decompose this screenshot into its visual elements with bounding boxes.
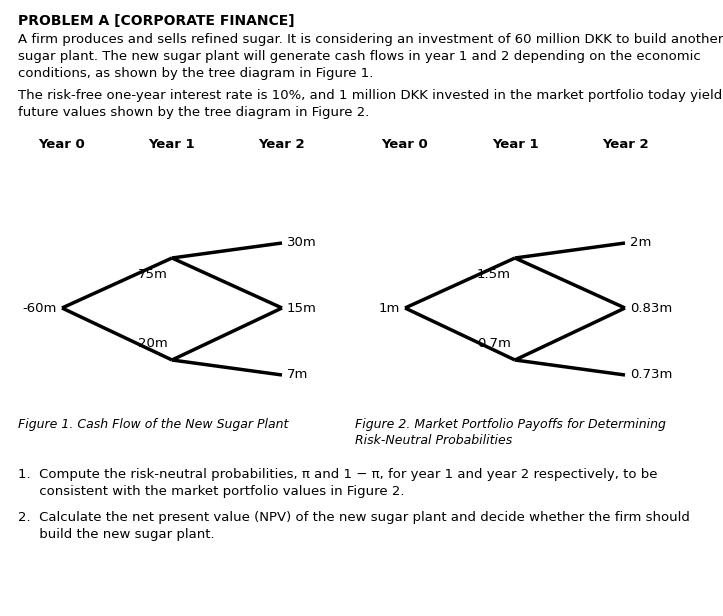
Text: Year 0: Year 0 bbox=[382, 138, 428, 151]
Text: 0.7m: 0.7m bbox=[477, 337, 511, 350]
Text: 7m: 7m bbox=[287, 368, 309, 381]
Text: Year 2: Year 2 bbox=[602, 138, 649, 151]
Text: 20m: 20m bbox=[138, 337, 168, 350]
Text: Year 1: Year 1 bbox=[492, 138, 539, 151]
Text: 2.  Calculate the net present value (NPV) of the new sugar plant and decide whet: 2. Calculate the net present value (NPV)… bbox=[18, 511, 690, 524]
Text: Figure 2. Market Portfolio Payoffs for Determining: Figure 2. Market Portfolio Payoffs for D… bbox=[355, 418, 666, 431]
Text: 1.5m: 1.5m bbox=[477, 268, 511, 281]
Text: Year 1: Year 1 bbox=[149, 138, 195, 151]
Text: 75m: 75m bbox=[138, 268, 168, 281]
Text: sugar plant. The new sugar plant will generate cash flows in year 1 and 2 depend: sugar plant. The new sugar plant will ge… bbox=[18, 50, 701, 63]
Text: 1m: 1m bbox=[379, 301, 400, 315]
Text: conditions, as shown by the tree diagram in Figure 1.: conditions, as shown by the tree diagram… bbox=[18, 67, 373, 80]
Text: build the new sugar plant.: build the new sugar plant. bbox=[18, 528, 215, 541]
Text: Year 2: Year 2 bbox=[259, 138, 305, 151]
Text: Figure 1. Cash Flow of the New Sugar Plant: Figure 1. Cash Flow of the New Sugar Pla… bbox=[18, 418, 288, 431]
Text: 15m: 15m bbox=[287, 301, 317, 315]
Text: consistent with the market portfolio values in Figure 2.: consistent with the market portfolio val… bbox=[18, 485, 404, 498]
Text: -60m: -60m bbox=[22, 301, 57, 315]
Text: 0.73m: 0.73m bbox=[630, 368, 672, 381]
Text: 2m: 2m bbox=[630, 237, 651, 249]
Text: The risk-free one-year interest rate is 10%, and 1 million DKK invested in the m: The risk-free one-year interest rate is … bbox=[18, 89, 723, 102]
Text: A firm produces and sells refined sugar. It is considering an investment of 60 m: A firm produces and sells refined sugar.… bbox=[18, 33, 723, 46]
Text: Risk-Neutral Probabilities: Risk-Neutral Probabilities bbox=[355, 434, 513, 447]
Text: 30m: 30m bbox=[287, 237, 317, 249]
Text: 0.83m: 0.83m bbox=[630, 301, 672, 315]
Text: 1.  Compute the risk-neutral probabilities, π and 1 − π, for year 1 and year 2 r: 1. Compute the risk-neutral probabilitie… bbox=[18, 468, 657, 481]
Text: future values shown by the tree diagram in Figure 2.: future values shown by the tree diagram … bbox=[18, 106, 369, 119]
Text: PROBLEM A [CORPORATE FINANCE]: PROBLEM A [CORPORATE FINANCE] bbox=[18, 14, 295, 28]
Text: Year 0: Year 0 bbox=[38, 138, 85, 151]
